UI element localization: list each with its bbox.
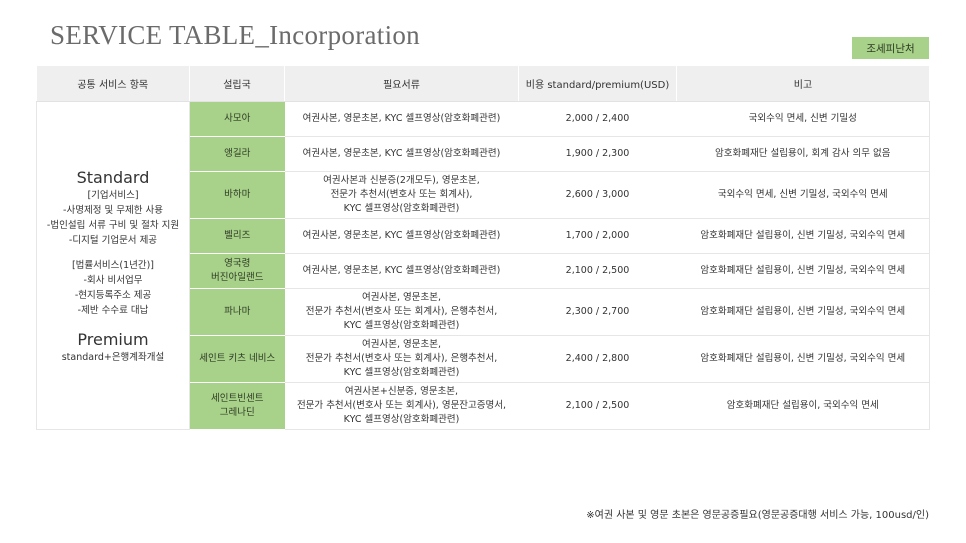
standard-title: Standard [76,168,150,187]
legal-service-line: [법률서비스(1년간)] [71,260,155,271]
documents-cell: 여권사본, 영문초본, 전문가 추천서(변호사 또는 회계사), 은행추천서, KY… [284,288,519,336]
documents-cell: 여권사본, 영문초본, 전문가 추천서(변호사 또는 회계사), 은행추천서, KY… [284,335,519,383]
cost-cell: 1,900 / 2,300 [518,136,677,172]
corp-service-line: [기업서비스] [87,190,139,201]
documents-cell: 여권사본, 영문초본, KYC 셀프영상(암호화폐관련) [284,136,519,172]
premium-title: Premium [77,330,149,349]
footnote: ※여권 사본 및 영문 초본은 영문공증필요(영문공증대행 서비스 가능, 10… [586,510,929,521]
note-cell: 암호화폐재단 설립용이, 회계 감사 의무 없음 [676,136,930,172]
service-table: 공통 서비스 항목 설립국 필요서류 비용 standard/premium(U… [36,66,930,430]
note-cell: 암호화폐재단 설립용이, 국외수익 면세 [676,382,930,430]
table-row: 영국령 버진아일랜드 여권사본, 영문초본, KYC 셀프영상(암호화폐관련) 2,1… [37,253,930,289]
note-cell: 암호화폐재단 설립용이, 신변 기밀성, 국외수익 면세 [676,335,930,383]
note-cell: 암호화폐재단 설립용이, 신변 기밀성, 국외수익 면세 [676,288,930,336]
country-cell: 세인트 키츠 네비스 [189,335,285,383]
country-cell: 벨리즈 [189,218,285,254]
table-row: 바하마 여권사본과 신분증(2개모두), 영문초본, 전문가 추천서(변호사 또는 … [37,171,930,219]
header-documents: 필요서류 [284,66,519,102]
table-header-row: 공통 서비스 항목 설립국 필요서류 비용 standard/premium(U… [36,66,930,102]
cost-cell: 2,000 / 2,400 [518,101,677,137]
table-row: 파나마 여권사본, 영문초본, 전문가 추천서(변호사 또는 회계사), 은행추천서… [37,288,930,336]
country-cell: 세인트빈센트 그레나딘 [189,382,285,430]
cost-cell: 2,300 / 2,700 [518,288,677,336]
note-cell: 국외수익 면세, 신변 기밀성 [676,101,930,137]
documents-cell: 여권사본+신분증, 영문초본, 전문가 추천서(변호사 또는 회계사), 영문잔고… [284,382,519,430]
documents-cell: 여권사본, 영문초본, KYC 셀프영상(암호화폐관련) [284,218,519,254]
corp-service-line: -법인설립 서류 구비 및 절차 지원 [46,220,180,231]
legal-service-line: -회사 비서업무 [83,275,143,286]
country-cell: 사모아 [189,101,285,137]
country-cell: 바하마 [189,171,285,219]
common-service-cell: Standard [기업서비스] -사명제정 및 무제한 사용 -법인설립 서류 구비… [36,101,190,430]
table-row: 세인트 키츠 네비스 여권사본, 영문초본, 전문가 추천서(변호사 또는 회계사)… [37,335,930,383]
country-cell: 파나마 [189,288,285,336]
note-cell: 암호화폐재단 설립용이, 신변 기밀성, 국외수익 면세 [676,253,930,289]
header-common-service: 공통 서비스 항목 [36,66,190,102]
note-cell: 국외수익 면세, 신변 기밀성, 국외수익 면세 [676,171,930,219]
country-cell: 앵길라 [189,136,285,172]
documents-cell: 여권사본, 영문초본, KYC 셀프영상(암호화폐관련) [284,253,519,289]
header-country: 설립국 [189,66,285,102]
legal-service-line: -현지등록주소 제공 [74,290,152,301]
table-row: 앵길라 여권사본, 영문초본, KYC 셀프영상(암호화폐관련) 1,900 / 2… [37,136,930,172]
premium-line: standard+은행계좌개설 [61,352,165,363]
cost-cell: 2,600 / 3,000 [518,171,677,219]
cost-cell: 1,700 / 2,000 [518,218,677,254]
table-row: Standard [기업서비스] -사명제정 및 무제한 사용 -법인설립 서류 구비… [36,101,930,430]
header-note: 비고 [676,66,930,102]
cost-cell: 2,100 / 2,500 [518,253,677,289]
documents-cell: 여권사본과 신분증(2개모두), 영문초본, 전문가 추천서(변호사 또는 회계사… [284,171,519,219]
legal-service-line: -제반 수수료 대납 [77,305,149,316]
category-tag: 조세피난처 [852,37,929,59]
header-cost: 비용 standard/premium(USD) [518,66,677,102]
corp-service-line: -사명제정 및 무제한 사용 [63,205,163,216]
documents-cell: 여권사본, 영문초본, KYC 셀프영상(암호화폐관련) [284,101,519,137]
page-title: SERVICE TABLE_Incorporation [50,20,420,50]
table-row: 벨리즈 여권사본, 영문초본, KYC 셀프영상(암호화폐관련) 1,700 / 2… [37,218,930,254]
corp-service-line: -디지털 기업문서 제공 [68,235,158,246]
note-cell: 암호화폐재단 설립용이, 신변 기밀성, 국외수익 면세 [676,218,930,254]
table-row: 세인트빈센트 그레나딘 여권사본+신분증, 영문초본, 전문가 추천서(변호사 또는 … [37,382,930,430]
cost-cell: 2,100 / 2,500 [518,382,677,430]
country-cell: 영국령 버진아일랜드 [189,253,285,289]
cost-cell: 2,400 / 2,800 [518,335,677,383]
